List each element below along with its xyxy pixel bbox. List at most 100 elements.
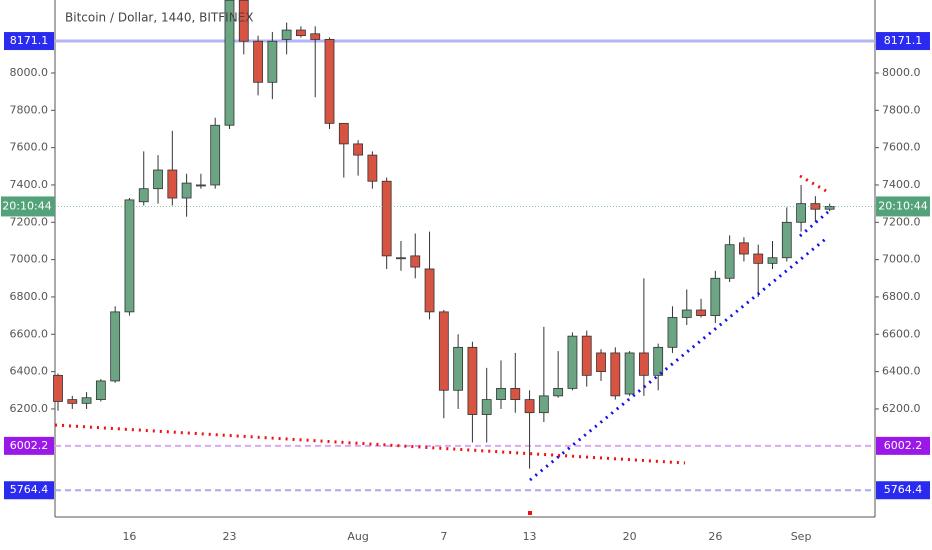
y-tick-label: 6400.0 bbox=[882, 365, 921, 378]
price-label-box bbox=[876, 481, 930, 500]
candle-body bbox=[481, 399, 492, 415]
price-label: 8171.1 bbox=[884, 34, 923, 47]
y-tick-label: 8000.0 bbox=[10, 66, 49, 79]
candle-body bbox=[667, 317, 678, 348]
candle-body bbox=[253, 40, 263, 83]
candle-body bbox=[110, 311, 121, 382]
candle-body bbox=[410, 255, 421, 268]
countdown-label: 20:10:44 bbox=[2, 199, 51, 212]
candle-body bbox=[296, 29, 306, 37]
candle-body bbox=[124, 199, 135, 313]
candle-body bbox=[181, 182, 192, 199]
y-tick-label: 6200.0 bbox=[882, 402, 921, 415]
candle-body bbox=[195, 184, 206, 187]
candle-body bbox=[467, 346, 478, 415]
candle-body bbox=[53, 374, 63, 402]
candle-body bbox=[153, 169, 163, 190]
y-tick-label: 7000.0 bbox=[882, 253, 921, 266]
candle-body bbox=[553, 388, 564, 397]
candle-body bbox=[624, 352, 635, 395]
x-tick-label: 16 bbox=[122, 530, 136, 543]
y-tick-label: 6600.0 bbox=[10, 327, 49, 340]
candle-body bbox=[681, 309, 692, 318]
candle-body bbox=[353, 143, 363, 156]
candle-body bbox=[267, 40, 278, 83]
x-tick-label: Aug bbox=[347, 530, 368, 543]
candle-body bbox=[67, 399, 78, 404]
price-label-box bbox=[4, 481, 54, 500]
y-tick-label: 7800.0 bbox=[882, 103, 921, 116]
x-tick-label: 13 bbox=[523, 530, 537, 543]
y-tick-label: 7600.0 bbox=[10, 141, 49, 154]
price-label: 8171.1 bbox=[10, 34, 49, 47]
candle-body bbox=[724, 244, 735, 279]
candle-body bbox=[538, 395, 549, 414]
candle-body bbox=[638, 352, 649, 376]
candle-body bbox=[167, 169, 178, 199]
x-tick-label: Sep bbox=[791, 530, 812, 543]
candle-body bbox=[396, 257, 406, 260]
drawings bbox=[54, 174, 829, 515]
x-tick-label: 7 bbox=[440, 530, 447, 543]
countdown-box bbox=[1, 196, 55, 217]
candle-body bbox=[310, 33, 321, 40]
y-tick-label: 6800.0 bbox=[882, 290, 921, 303]
y-tick-label: 8000.0 bbox=[882, 66, 921, 79]
candle-body bbox=[524, 399, 535, 414]
y-tick-label: 6200.0 bbox=[10, 402, 49, 415]
y-tick-label: 7400.0 bbox=[10, 178, 49, 191]
candle-body bbox=[281, 29, 292, 40]
candle-body bbox=[338, 122, 349, 145]
price-label-box bbox=[876, 32, 930, 51]
candle-body bbox=[224, 0, 235, 126]
candle-body bbox=[767, 257, 778, 264]
candle-body bbox=[381, 180, 392, 257]
price-label: 6002.2 bbox=[10, 439, 49, 452]
chart-title: Bitcoin / Dollar, 1440, BITFINEX bbox=[65, 11, 253, 25]
candle-body bbox=[653, 346, 664, 376]
countdown-box bbox=[876, 196, 930, 217]
candle-body bbox=[739, 242, 749, 255]
candle-body bbox=[710, 277, 721, 317]
y-tick-label: 7200.0 bbox=[10, 215, 49, 228]
candle-body bbox=[696, 309, 706, 317]
candle-body bbox=[238, 0, 249, 42]
y-tick-label: 6800.0 bbox=[10, 290, 49, 303]
x-tick-label: 23 bbox=[222, 530, 236, 543]
trend-line bbox=[54, 423, 686, 465]
candle-body bbox=[510, 388, 521, 401]
candle-body bbox=[753, 253, 764, 264]
candle-body bbox=[781, 221, 792, 259]
y-tick-label: 7600.0 bbox=[882, 141, 921, 154]
y-tick-label: 7800.0 bbox=[10, 103, 49, 116]
candle-body bbox=[453, 346, 464, 391]
candle-body bbox=[824, 206, 835, 210]
trend-line bbox=[529, 235, 829, 482]
candle-body bbox=[424, 268, 435, 313]
candle-body bbox=[81, 397, 92, 404]
countdown-label: 20:10:44 bbox=[878, 199, 927, 212]
candle-body bbox=[138, 188, 149, 203]
candle-body bbox=[810, 203, 821, 210]
price-label-box bbox=[876, 436, 930, 455]
y-tick-label: 6400.0 bbox=[10, 365, 49, 378]
marker bbox=[528, 511, 532, 515]
candle-body bbox=[367, 154, 378, 182]
price-label-box bbox=[4, 32, 54, 51]
candle-body bbox=[496, 388, 506, 401]
candle-body bbox=[581, 335, 592, 376]
candle-body bbox=[610, 352, 621, 397]
price-label-box bbox=[4, 436, 54, 455]
candle-body bbox=[796, 203, 806, 223]
candle-body bbox=[210, 124, 221, 186]
y-tick-label: 7000.0 bbox=[10, 253, 49, 266]
price-label: 5764.4 bbox=[884, 483, 923, 496]
candle-body bbox=[95, 380, 106, 401]
candle-body bbox=[438, 311, 449, 391]
y-tick-label: 6600.0 bbox=[882, 327, 921, 340]
y-tick-label: 7400.0 bbox=[882, 178, 921, 191]
y-tick-label: 7200.0 bbox=[882, 215, 921, 228]
candle-body bbox=[596, 352, 606, 373]
